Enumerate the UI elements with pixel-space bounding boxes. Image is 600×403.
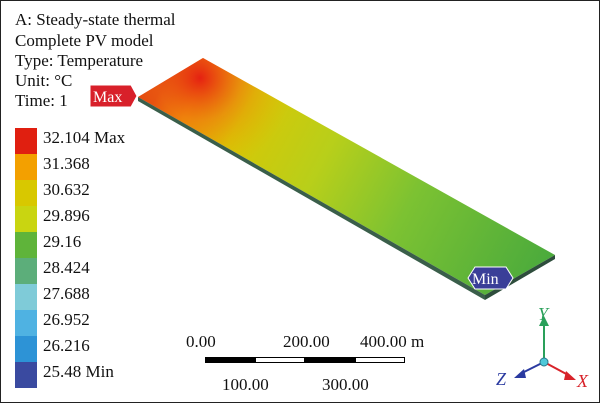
scale-segment: [305, 357, 355, 363]
legend-level-label: 31.368: [43, 154, 90, 173]
scale-segment: [255, 357, 305, 363]
legend-level-label: 27.688: [43, 284, 90, 303]
x-axis-label: X: [576, 371, 589, 391]
result-type: Type: Temperature: [15, 51, 144, 70]
legend-level-label: 26.216: [43, 336, 90, 355]
panel-front-edge: [138, 97, 485, 300]
legend-level-label: 32.104 Max: [43, 128, 126, 147]
legend-swatch: [15, 128, 37, 154]
coordinate-triad[interactable]: Y X Z: [496, 304, 589, 391]
legend-level-label: 28.424: [43, 258, 90, 277]
scale-label-300: 300.00: [322, 375, 369, 394]
legend-swatch: [15, 154, 37, 180]
y-axis-arrowhead: [539, 316, 549, 326]
triad-origin: [539, 357, 549, 367]
panel-hot-region: [138, 58, 555, 295]
result-unit: Unit: °C: [15, 71, 73, 90]
scale-label-400: 400.00 m: [360, 332, 425, 351]
pv-panel[interactable]: [138, 58, 555, 300]
scale-segment: [355, 357, 405, 363]
legend-level-label: 29.16: [43, 232, 82, 251]
min-marker-label: Min: [472, 271, 499, 288]
y-axis-label: Y: [538, 304, 550, 324]
z-axis-arrowhead: [514, 369, 526, 378]
legend-swatch: [15, 362, 37, 388]
result-time: Time: 1: [15, 91, 68, 110]
legend-swatch: [15, 310, 37, 336]
z-axis-label: Z: [496, 369, 507, 389]
min-marker[interactable]: Min: [467, 266, 514, 290]
legend-level-label: 30.632: [43, 180, 90, 199]
model-name: Complete PV model: [15, 31, 154, 50]
legend-level-label: 29.896: [43, 206, 90, 225]
scale-label-0: 0.00: [186, 332, 216, 351]
legend-swatch: [15, 258, 37, 284]
scale-label-100: 100.00: [222, 375, 269, 394]
max-marker-label: Max: [93, 89, 122, 106]
legend-level-label: 25.48 Min: [43, 362, 114, 381]
legend-level-label: 26.952: [43, 310, 90, 329]
legend-swatch: [15, 284, 37, 310]
max-marker[interactable]: Max: [89, 84, 138, 108]
legend-swatch: [15, 180, 37, 206]
scale-label-200: 200.00: [283, 332, 330, 351]
legend-swatch: [15, 336, 37, 362]
x-axis-arrowhead: [564, 371, 576, 380]
legend-swatch: [15, 232, 37, 258]
analysis-title: A: Steady-state thermal: [15, 10, 176, 29]
scale-segment: [205, 357, 255, 363]
legend-swatch: [15, 206, 37, 232]
